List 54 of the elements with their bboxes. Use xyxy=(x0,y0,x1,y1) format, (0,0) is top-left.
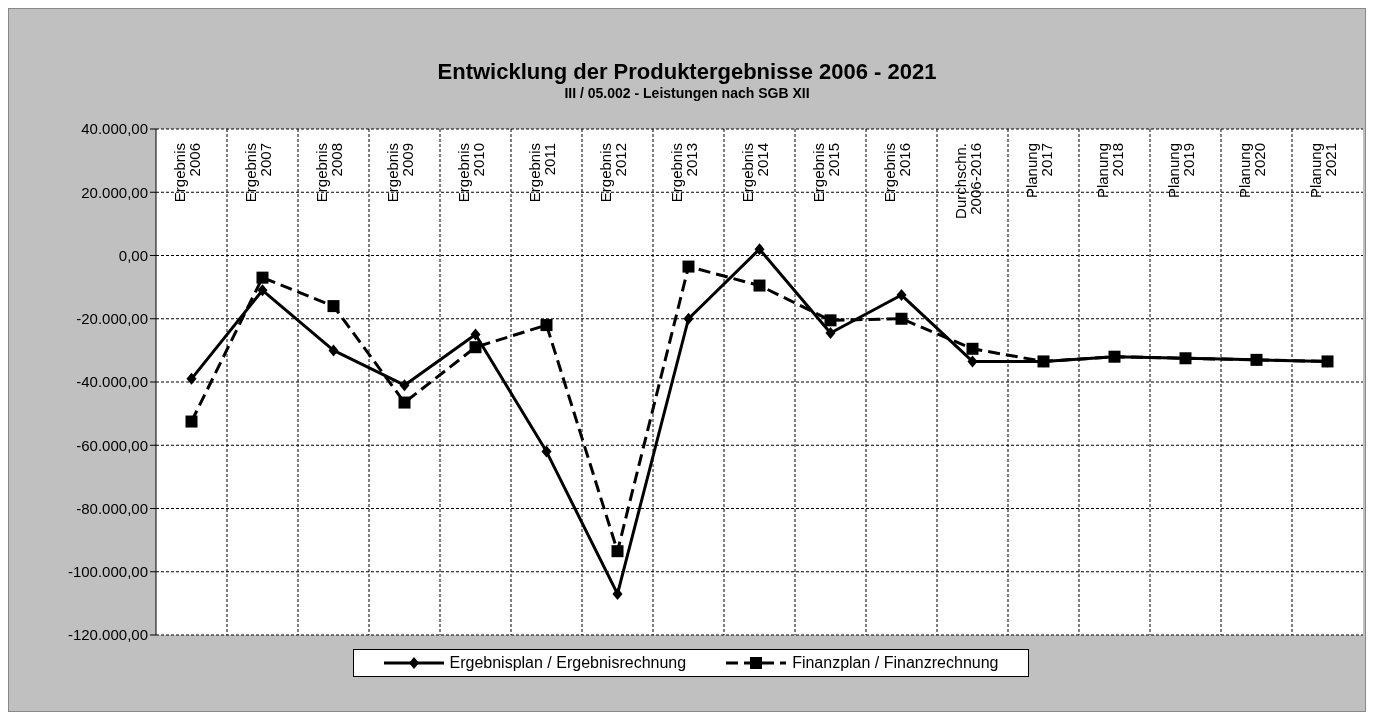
y-tick-label: 40.000,00 xyxy=(81,120,148,138)
point xyxy=(683,312,694,325)
point xyxy=(256,271,269,284)
point xyxy=(611,545,624,558)
point xyxy=(541,445,552,458)
x-tick-label: Planung 2017 xyxy=(1022,143,1055,199)
y-tick-label: -80.000,00 xyxy=(76,499,148,517)
y-tick-label: -100.000,00 xyxy=(67,563,148,581)
point xyxy=(540,319,553,332)
x-tick-label: Ergebnis 2006 xyxy=(170,143,203,203)
x-tick-label: Ergebnis 2010 xyxy=(454,143,487,203)
point xyxy=(398,396,411,409)
point xyxy=(470,328,481,341)
point xyxy=(327,300,340,313)
y-tick-label: 0,00 xyxy=(118,246,148,264)
x-tick-label: Planung 2020 xyxy=(1235,143,1268,199)
y-tick-label: -120.000,00 xyxy=(67,626,148,644)
x-tick-label: Ergebnis 2012 xyxy=(596,143,629,203)
point xyxy=(896,289,907,302)
x-tick-label: Ergebnis 2007 xyxy=(241,143,274,203)
y-tick-label: -20.000,00 xyxy=(76,310,148,328)
x-tick-label: Ergebnis 2014 xyxy=(738,143,771,203)
point xyxy=(399,379,410,392)
point xyxy=(682,260,695,273)
legend-label: Ergebnisplan / Ergebnisrechnung xyxy=(448,654,687,672)
point xyxy=(824,314,837,327)
x-tick-label: Durchschn. 2006-2016 xyxy=(951,143,984,219)
x-tick-label: Ergebnis 2013 xyxy=(667,143,700,203)
legend-label: Finanzplan / Finanzrechnung xyxy=(791,654,999,672)
point xyxy=(967,355,978,368)
x-tick-label: Planung 2021 xyxy=(1306,143,1339,199)
y-tick-label: -40.000,00 xyxy=(76,373,148,391)
chart-title: Entwicklung der Produktergebnisse 2006 - 2021 xyxy=(436,59,938,85)
x-tick-label: Planung 2018 xyxy=(1093,143,1126,199)
x-tick-label: Ergebnis 2016 xyxy=(880,143,913,203)
point xyxy=(753,279,766,292)
point xyxy=(328,344,339,357)
y-tick-label: 20.000,00 xyxy=(81,183,148,201)
point xyxy=(186,372,197,385)
x-tick-label: Ergebnis 2011 xyxy=(525,143,558,203)
point xyxy=(754,243,765,256)
point xyxy=(895,312,908,325)
point xyxy=(825,326,836,339)
point xyxy=(469,341,482,354)
x-tick-label: Ergebnis 2015 xyxy=(809,143,842,203)
x-tick-label: Ergebnis 2009 xyxy=(383,143,416,203)
point xyxy=(257,284,268,297)
y-tick-label: -60.000,00 xyxy=(76,436,148,454)
x-tick-label: Planung 2019 xyxy=(1164,143,1197,199)
point xyxy=(612,587,623,600)
point xyxy=(966,342,979,355)
point xyxy=(185,415,198,428)
chart-subtitle: III / 05.002 - Leistungen nach SGB XII xyxy=(563,85,811,101)
x-tick-label: Ergebnis 2008 xyxy=(312,143,345,203)
